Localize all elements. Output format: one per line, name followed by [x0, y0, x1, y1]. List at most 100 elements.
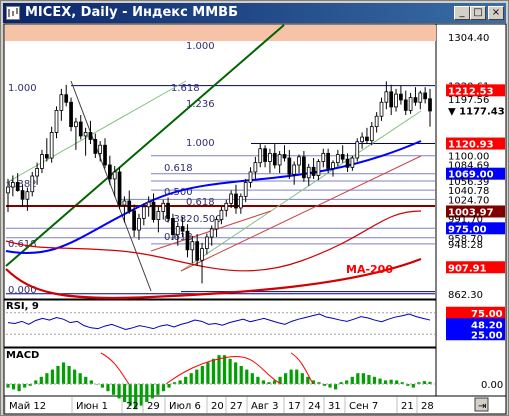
macd-bar	[161, 384, 166, 392]
time-tick-label: 17	[288, 401, 301, 412]
candle-body	[74, 121, 78, 128]
macd-bar	[184, 376, 188, 384]
price-tick-label: 1212.53	[448, 86, 494, 97]
price-tick-label: 1304.40	[448, 33, 489, 44]
rsi-label-bg	[446, 318, 505, 331]
close-button[interactable]: ×	[488, 6, 504, 20]
rsi-tick-label: 25.00	[471, 330, 503, 341]
candle-body	[345, 158, 350, 168]
macd-bar	[6, 384, 10, 388]
macd-bar	[322, 384, 327, 386]
fib-label: 0.382	[164, 214, 193, 225]
price-tick-label: 1084.69	[448, 161, 489, 172]
macd-bar	[211, 358, 216, 384]
macd-bar	[195, 369, 199, 384]
macd-bar	[345, 380, 349, 384]
macd-bar	[289, 369, 293, 384]
macd-bar	[200, 366, 204, 384]
fib-label: 1.000	[186, 41, 215, 52]
candle-body	[297, 156, 301, 166]
candle-body	[108, 164, 112, 180]
minimize-button[interactable]: _	[454, 6, 470, 20]
price-tick-label: 991.70	[448, 215, 483, 226]
price-label-bg	[446, 261, 505, 274]
macd-bar	[172, 382, 177, 384]
candle-body	[243, 182, 248, 197]
candle-body	[428, 98, 432, 112]
price-label-bg	[446, 167, 505, 180]
candle-body	[340, 154, 345, 160]
price-tick-label: 1197.56	[448, 95, 489, 106]
time-tick-label: 20	[211, 401, 224, 412]
indicator-lines	[5, 24, 435, 300]
macd-bar	[78, 373, 82, 384]
scroll-to-end-button[interactable]	[474, 397, 489, 412]
time-tick-label: Авг 3	[251, 401, 279, 412]
macd-bar	[156, 384, 160, 395]
candle-body	[180, 226, 185, 232]
channel-line	[180, 110, 422, 272]
macd-bar	[306, 376, 310, 384]
rsi-label-bg	[446, 328, 505, 341]
candle-body	[78, 121, 83, 137]
macd-bar	[206, 362, 210, 384]
macd-bar	[334, 384, 338, 390]
time-tick-label: 27	[230, 401, 243, 412]
maximize-button[interactable]: □	[470, 6, 486, 20]
price-tick-label: 1100.00	[448, 152, 489, 163]
macd-signal-line	[100, 352, 314, 385]
time-tick-label: Май 12	[9, 401, 46, 412]
candle-body	[355, 141, 360, 159]
macd-bar	[406, 384, 410, 386]
macd-bar	[317, 382, 321, 384]
fib-label: 0.500	[164, 187, 193, 198]
rsi-label-bg	[446, 306, 505, 319]
macd-bar	[245, 369, 249, 384]
price-pane[interactable]	[3, 23, 437, 300]
macd-bar	[67, 366, 71, 384]
rsi-pane[interactable]	[3, 299, 437, 348]
price-tick-label: 948.28	[448, 240, 483, 251]
rsi-tick-label: 75.00	[471, 309, 503, 320]
candle-body	[64, 94, 69, 103]
macd-bar	[56, 366, 60, 384]
candle-body	[10, 182, 15, 188]
rsi-title: RSI, 9	[6, 301, 39, 312]
scroll-end-icon: ⇥	[478, 401, 486, 412]
macd-bar	[300, 373, 304, 384]
rsi-tick-label: 48.20	[471, 320, 503, 331]
candle-body	[224, 202, 229, 211]
macd-bar	[278, 376, 282, 384]
candle-body	[20, 190, 25, 200]
price-tick-label: 1056.39	[448, 177, 489, 188]
fibonacci-layer: 1.000 1.6181.0001.2361.0000.6180.5000.618…	[6, 41, 435, 296]
time-tick-label: 28	[421, 401, 434, 412]
macd-bar	[28, 384, 32, 386]
candle-body	[54, 109, 59, 133]
candle-body	[132, 210, 136, 231]
candle-body	[326, 152, 330, 169]
candle-body	[248, 171, 253, 183]
fib-label: 0.000	[8, 285, 37, 296]
time-tick-label: Сен 7	[349, 401, 378, 412]
maximize-icon: □	[473, 7, 483, 18]
candle-body	[229, 193, 233, 204]
title-bar[interactable]: MICEX, Daily - Индекс ММВБ _ □ ×	[3, 3, 506, 23]
candle-body	[389, 91, 394, 108]
macd-bar	[189, 373, 193, 384]
macd-axis-labels: 0.00	[481, 380, 503, 391]
price-tick-label: 958.70	[448, 234, 483, 245]
macd-bar	[328, 384, 332, 388]
fib-label: 0.500	[193, 214, 222, 225]
macd-bar	[367, 375, 371, 384]
ma-red-line	[5, 210, 422, 272]
macd-bar	[23, 384, 27, 388]
candle-body	[277, 154, 282, 166]
candle-body	[127, 200, 132, 212]
candle-body	[282, 154, 287, 159]
price-tick-label: 1120.93	[448, 140, 494, 151]
macd-bar	[17, 384, 21, 392]
macd-bar	[411, 384, 415, 388]
